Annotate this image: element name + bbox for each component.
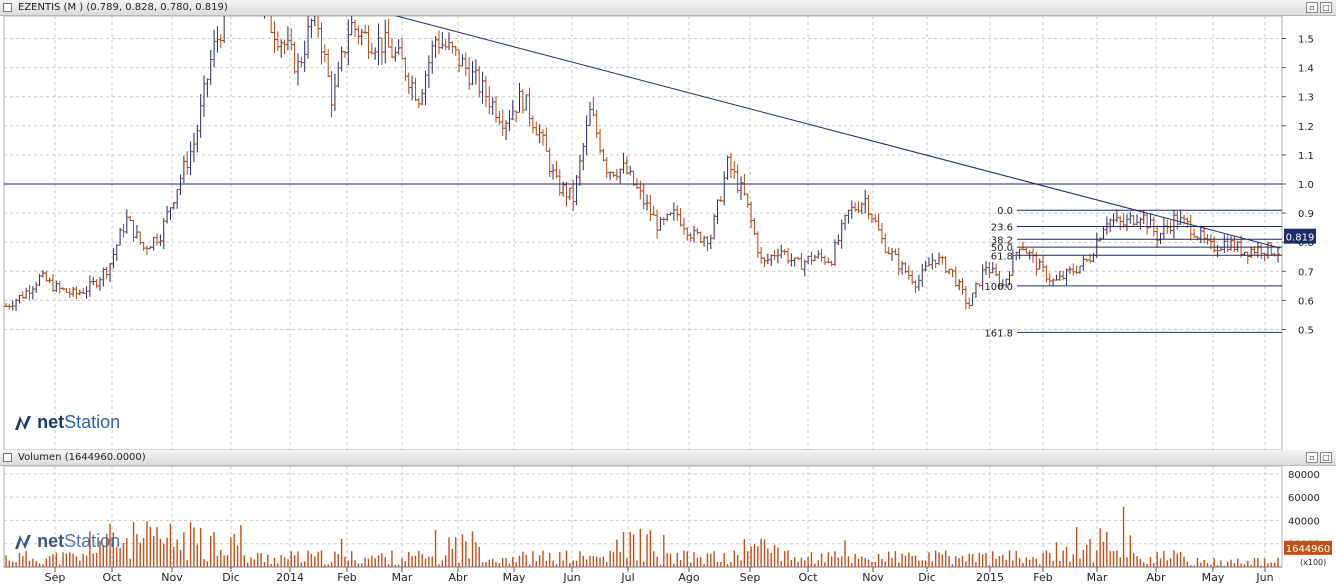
x-tick-label: Abr: [448, 571, 468, 584]
x-tick-label: Nov: [862, 571, 884, 584]
x-tick-label: Jun: [1255, 571, 1273, 584]
x-tick-label: Sep: [45, 571, 66, 584]
x-tick-label: Feb: [337, 571, 356, 584]
x-tick-label: Dic: [918, 571, 936, 584]
y-tick-label: 1.5: [1298, 35, 1314, 46]
volume-tick-label: 80000: [1288, 470, 1320, 481]
y-tick-label: 1.4: [1298, 64, 1314, 75]
x-tick-label: Jun: [562, 571, 580, 584]
x-tick-label: 2015: [976, 571, 1004, 584]
last-volume-badge: [1284, 540, 1332, 555]
netstation-logo: netStation: [14, 412, 120, 433]
volume-bars: [5, 506, 1279, 567]
last-volume-label: 1644960: [1286, 544, 1331, 555]
x-tick-label: May: [1202, 571, 1225, 584]
y-tick-label: 0.8: [1298, 238, 1314, 249]
volume-tick-label: 40000: [1288, 516, 1320, 527]
y-tick-label: 1.1: [1298, 151, 1314, 162]
x-tick-label: Feb: [1033, 571, 1052, 584]
x-tick-label: Mar: [1087, 571, 1108, 584]
fib-label: 100.0: [984, 282, 1013, 293]
price-panel-title: EZENTIS (M ) (0.789, 0.828, 0.780, 0.819…: [18, 2, 228, 13]
y-tick-label: 0.6: [1298, 296, 1314, 307]
last-price-badge: [1284, 228, 1316, 244]
y-tick-label: 0.9: [1298, 209, 1314, 220]
volume-plot-area: [3, 466, 1283, 568]
fib-label: 38.2: [991, 235, 1013, 246]
volume-panel-titlebar[interactable]: Volumen (1644960.0000) ▫ □: [0, 450, 1336, 466]
y-tick-label: 1.2: [1298, 122, 1314, 133]
last-price-label: 0.819: [1286, 233, 1315, 244]
x-tick-label: Oct: [102, 571, 122, 584]
volume-panel-title: Volumen (1644960.0000): [18, 452, 146, 463]
fib-label: 61.8: [991, 251, 1013, 262]
x-tick-label: Ago: [678, 571, 700, 584]
x-tick-label: Oct: [798, 571, 818, 584]
x-tick-label: Sep: [740, 571, 761, 584]
volume-grid: [4, 466, 1282, 567]
volume-chart[interactable]: 200004000060000800001644960(x100)SepOctN…: [0, 466, 1336, 586]
y-tick-label: 0.5: [1298, 326, 1314, 337]
y-tick-label: 1.0: [1298, 180, 1314, 191]
panel-checkbox[interactable]: [3, 453, 12, 462]
price-plot-area: [3, 16, 1283, 450]
fib-label: 0.0: [997, 206, 1013, 217]
y-tick-label: 0.7: [1298, 267, 1314, 278]
x-tick-label: Nov: [161, 571, 183, 584]
trendline: [394, 16, 1281, 249]
y-tick-label: 1.3: [1298, 93, 1314, 104]
x-tick-label: Abr: [1146, 571, 1166, 584]
x-tick-label: 2014: [276, 571, 304, 584]
volume-tick-label: 60000: [1288, 493, 1320, 504]
candle: [312, 16, 316, 27]
restore-icon[interactable]: ▫: [1306, 2, 1318, 13]
x-tick-label: Mar: [392, 571, 413, 584]
candle: [222, 16, 225, 43]
price-panel-titlebar[interactable]: EZENTIS (M ) (0.789, 0.828, 0.780, 0.819…: [0, 0, 1336, 16]
maximize-icon[interactable]: □: [1320, 2, 1332, 13]
netstation-logo-icon: [15, 534, 31, 549]
candle-series: [4, 16, 1280, 311]
fib-label: 50.0: [991, 243, 1013, 254]
fib-label: 23.6: [991, 222, 1013, 233]
netstation-logo: netStation: [14, 531, 120, 552]
maximize-icon[interactable]: □: [1320, 452, 1332, 463]
x-tick-label: Jul: [620, 571, 634, 584]
netstation-logo-icon: [15, 415, 31, 430]
x-tick-label: Dic: [222, 571, 240, 584]
fibonacci-levels: 0.0 23.6 38.250.061.8 100.0 161.8: [984, 206, 1282, 339]
fib-label: 161.8: [984, 328, 1013, 339]
restore-icon[interactable]: ▫: [1306, 452, 1318, 463]
panel-checkbox[interactable]: [3, 3, 12, 12]
price-chart[interactable]: 0.50.60.70.80.91.01.11.21.31.41.51.61.71…: [0, 16, 1336, 450]
volume-unit-label: (x100): [1300, 558, 1326, 567]
x-tick-label: May: [503, 571, 526, 584]
